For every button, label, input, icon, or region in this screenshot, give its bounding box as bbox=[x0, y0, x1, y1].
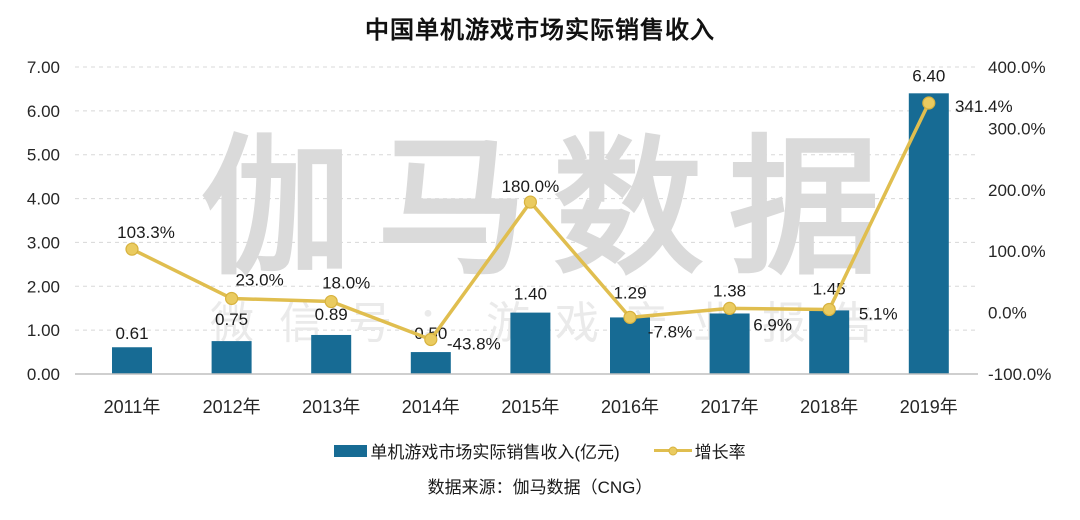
growth-marker bbox=[324, 294, 338, 309]
bar-value-label: 1.40 bbox=[514, 285, 547, 304]
growth-value-label: 6.9% bbox=[753, 315, 792, 334]
growth-marker bbox=[623, 310, 637, 324]
x-axis-label: 2019年 bbox=[900, 397, 958, 417]
growth-marker bbox=[225, 291, 239, 306]
legend-item-revenue: 单机游戏市场实际销售收入(亿元) bbox=[334, 438, 620, 463]
y-axis-right-tick: -100.0% bbox=[988, 365, 1051, 384]
y-axis-right-tick: 200.0% bbox=[988, 181, 1046, 200]
bar-2018年 bbox=[809, 310, 850, 374]
growth-value-label: 103.3% bbox=[117, 223, 175, 242]
bar-value-label: 6.40 bbox=[912, 66, 945, 85]
y-axis-right-tick: 100.0% bbox=[988, 242, 1046, 261]
growth-marker bbox=[722, 301, 737, 315]
bar-value-label: 0.89 bbox=[315, 305, 348, 324]
x-axis-label: 2017年 bbox=[701, 397, 759, 417]
legend-label-revenue: 单机游戏市场实际销售收入(亿元) bbox=[370, 443, 620, 462]
line-marker-icon bbox=[668, 446, 678, 455]
line-series-swatch-icon bbox=[653, 446, 692, 455]
growth-value-label: 23.0% bbox=[235, 270, 283, 289]
y-axis-left-tick: 1.00 bbox=[27, 321, 60, 340]
growth-value-label: -7.8% bbox=[648, 322, 692, 341]
y-axis-left-tick: 7.00 bbox=[27, 58, 60, 77]
growth-value-label: 18.0% bbox=[322, 274, 370, 293]
x-axis-label: 2011年 bbox=[104, 397, 161, 417]
watermark-brand: 伽马数据 bbox=[201, 124, 905, 292]
bar-value-label: 1.38 bbox=[713, 281, 746, 300]
data-source-note: 数据来源：伽马数据（CNG） bbox=[427, 478, 653, 497]
growth-value-label: 5.1% bbox=[859, 304, 898, 323]
y-axis-left-tick: 6.00 bbox=[27, 102, 60, 121]
bar-2014年 bbox=[410, 352, 451, 374]
growth-marker bbox=[125, 242, 139, 256]
legend-label-growth: 增长率 bbox=[694, 443, 746, 462]
growth-marker bbox=[922, 96, 936, 110]
growth-marker bbox=[424, 332, 438, 347]
bar-2012年 bbox=[211, 341, 252, 374]
x-axis-label: 2014年 bbox=[402, 397, 460, 417]
growth-marker bbox=[523, 195, 538, 209]
bar-2019年 bbox=[908, 93, 949, 375]
growth-value-label: 341.4% bbox=[955, 97, 1013, 116]
y-axis-right-tick: 300.0% bbox=[988, 119, 1046, 138]
x-axis-label: 2018年 bbox=[800, 397, 858, 417]
bar-value-label: 0.61 bbox=[115, 324, 148, 343]
x-axis-label: 2012年 bbox=[203, 397, 261, 417]
bar-2016年 bbox=[610, 317, 650, 374]
growth-marker bbox=[822, 302, 836, 317]
y-axis-left-tick: 3.00 bbox=[27, 233, 60, 252]
bar-2013年 bbox=[311, 334, 352, 374]
bar-value-label: 0.75 bbox=[215, 310, 248, 329]
x-axis-label: 2016年 bbox=[601, 397, 659, 417]
x-axis-label: 2013年 bbox=[302, 397, 360, 417]
legend: 单机游戏市场实际销售收入(亿元) 增长率 bbox=[0, 438, 1080, 463]
y-axis-left-tick: 2.00 bbox=[27, 277, 60, 296]
chart-title: 中国单机游戏市场实际销售收入 bbox=[365, 17, 715, 44]
bar-2017年 bbox=[709, 313, 750, 374]
y-axis-left-tick: 0.00 bbox=[27, 365, 60, 384]
bar-series-swatch-icon bbox=[334, 444, 368, 457]
growth-value-label: -43.8% bbox=[447, 334, 501, 353]
legend-item-growth: 增长率 bbox=[653, 438, 746, 463]
y-axis-left-tick: 5.00 bbox=[27, 146, 60, 165]
y-axis-left-tick: 4.00 bbox=[27, 190, 60, 209]
bar-2015年 bbox=[510, 312, 551, 374]
y-axis-right-tick: 400.0% bbox=[988, 58, 1046, 77]
y-axis-right-tick: 0.0% bbox=[988, 304, 1027, 323]
growth-value-label: 180.0% bbox=[502, 177, 560, 196]
x-axis-label: 2015年 bbox=[501, 397, 559, 417]
bar-value-label: 1.29 bbox=[613, 283, 646, 302]
bar-2011年 bbox=[112, 347, 152, 374]
